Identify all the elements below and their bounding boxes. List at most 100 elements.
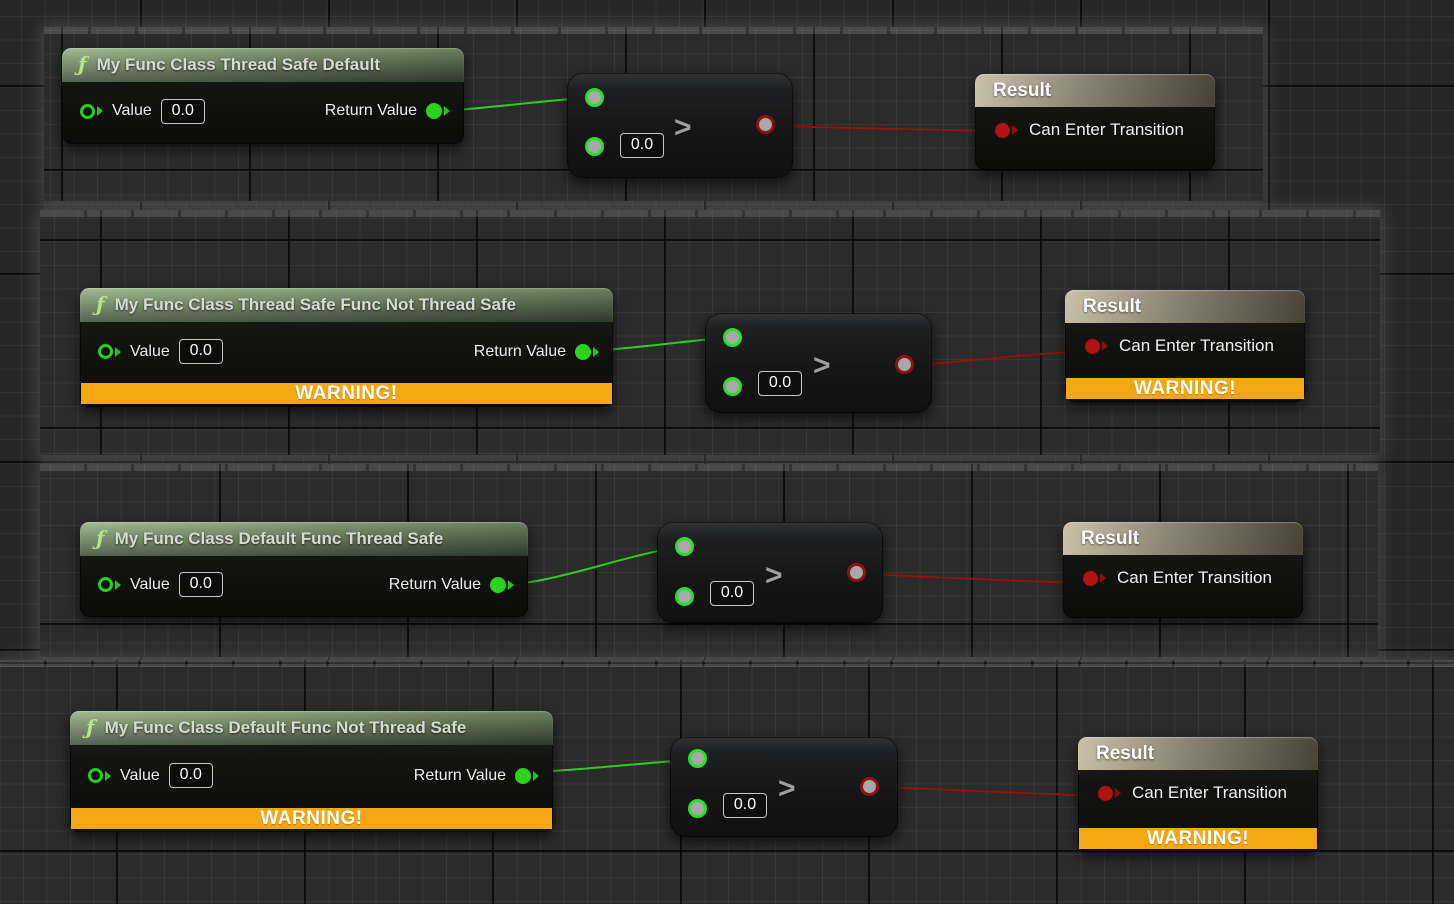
pin-circle-icon [688, 799, 707, 818]
result-node[interactable]: Result Can Enter Transition WARNING! [1065, 290, 1305, 402]
value-default-input[interactable]: 0.0 [178, 572, 223, 597]
pin-arrow-icon [1115, 788, 1121, 798]
greater-than-node[interactable]: 0.0 > [657, 522, 883, 623]
warning-banner: WARNING! [71, 808, 552, 829]
value-default-input[interactable]: 0.0 [178, 339, 223, 364]
wire-compare-to-result[interactable] [776, 125, 995, 132]
pin-circle-icon [756, 115, 775, 134]
can-enter-transition-pin[interactable] [1098, 785, 1121, 801]
pin-circle-icon [675, 587, 694, 606]
value-input-pin[interactable] [98, 577, 121, 592]
pin-arrow-icon [97, 106, 103, 116]
compare-input-pin-b[interactable] [585, 137, 604, 156]
value-input-pin[interactable] [88, 768, 111, 783]
node-title: My Func Class Thread Safe Default [96, 55, 381, 74]
result-title: Result [993, 79, 1052, 101]
pin-arrow-icon [593, 346, 599, 357]
compare-input-pin-a[interactable] [723, 328, 742, 347]
can-enter-transition-label: Can Enter Transition [1117, 568, 1272, 587]
return-value-label: Return Value [473, 342, 566, 360]
wire-compare-to-result[interactable] [867, 573, 1083, 584]
pin-arrow-icon [115, 346, 121, 357]
operand-default-input[interactable]: 0.0 [723, 793, 767, 818]
result-node[interactable]: Result Can Enter Transition [975, 74, 1215, 170]
pin-arrow-icon [1012, 125, 1018, 135]
compare-output-pin[interactable] [756, 115, 775, 134]
result-node-header: Result [1063, 522, 1303, 555]
graph-panel-4[interactable]: ƒ My Func Class Default Func Not Thread … [0, 660, 1454, 904]
result-node[interactable]: Result Can Enter Transition [1063, 522, 1303, 618]
can-enter-transition-label: Can Enter Transition [1029, 120, 1184, 139]
graph-panel-2[interactable]: ƒ My Func Class Thread Safe Func Not Thr… [40, 210, 1380, 455]
compare-input-pin-b[interactable] [675, 587, 694, 606]
compare-input-pin-a[interactable] [585, 88, 604, 107]
function-node[interactable]: ƒ My Func Class Thread Safe Default Valu… [62, 48, 464, 144]
pin-circle-icon [88, 768, 103, 783]
pin-circle-icon [995, 122, 1010, 138]
pin-circle-icon [860, 777, 879, 796]
compare-output-pin[interactable] [860, 777, 879, 796]
can-enter-transition-pin[interactable] [995, 122, 1018, 138]
compare-input-pin-b[interactable] [723, 377, 742, 396]
greater-than-node[interactable]: 0.0 > [670, 737, 898, 837]
node-title: My Func Class Thread Safe Func Not Threa… [114, 295, 517, 314]
can-enter-transition-pin[interactable] [1083, 570, 1106, 586]
value-input-pin[interactable] [80, 103, 103, 119]
greater-than-node[interactable]: 0.0 > [705, 313, 932, 413]
greater-than-operator: > [778, 772, 796, 805]
greater-than-operator: > [765, 559, 783, 592]
pin-circle-icon [585, 88, 604, 107]
warning-banner: WARNING! [1079, 828, 1317, 849]
function-node-header: ƒ My Func Class Thread Safe Default [62, 48, 464, 82]
pin-arrow-icon [1102, 341, 1108, 351]
operand-default-input[interactable]: 0.0 [710, 581, 754, 606]
value-default-input[interactable]: 0.0 [160, 98, 205, 124]
value-default-input[interactable]: 0.0 [168, 763, 213, 788]
result-node[interactable]: Result Can Enter Transition WARNING! [1078, 737, 1318, 852]
pin-circle-icon [1085, 338, 1100, 354]
pin-arrow-icon [115, 579, 121, 590]
compare-input-pin-b[interactable] [688, 799, 707, 818]
result-node-header: Result [975, 74, 1215, 107]
operand-default-input[interactable]: 0.0 [620, 133, 664, 158]
function-icon: ƒ [96, 292, 105, 316]
pin-circle-icon [1098, 785, 1113, 801]
greater-than-operator: > [813, 349, 831, 382]
pin-circle-icon [490, 576, 506, 593]
value-pin-label: Value [112, 102, 152, 119]
pin-circle-icon [426, 103, 442, 119]
pin-circle-icon [515, 767, 531, 784]
greater-than-node[interactable]: 0.0 > [567, 73, 793, 178]
pin-circle-icon [847, 563, 866, 582]
operand-default-input[interactable]: 0.0 [758, 371, 802, 396]
pin-arrow-icon [508, 579, 514, 590]
pin-circle-icon [98, 344, 113, 359]
can-enter-transition-pin[interactable] [1085, 338, 1108, 354]
graph-panel-1[interactable]: ƒ My Func Class Thread Safe Default Valu… [44, 27, 1263, 201]
node-title: My Func Class Default Func Thread Safe [114, 529, 444, 548]
result-title: Result [1081, 527, 1140, 549]
result-node-header: Result [1065, 290, 1305, 323]
return-value-output-pin[interactable] [515, 767, 539, 784]
wire-compare-to-result[interactable] [880, 786, 1100, 797]
function-node[interactable]: ƒ My Func Class Default Func Thread Safe… [80, 522, 528, 617]
value-input-pin[interactable] [98, 344, 121, 359]
value-pin-label: Value [120, 766, 160, 784]
value-pin-label: Value [130, 342, 170, 360]
graph-panel-3[interactable]: ƒ My Func Class Default Func Thread Safe… [40, 464, 1378, 657]
return-value-output-pin[interactable] [426, 103, 450, 119]
function-icon: ƒ [78, 52, 87, 76]
return-value-output-pin[interactable] [575, 343, 599, 360]
return-value-output-pin[interactable] [490, 576, 514, 593]
compare-output-pin[interactable] [895, 355, 914, 374]
return-value-label: Return Value [413, 766, 506, 784]
compare-output-pin[interactable] [847, 563, 866, 582]
compare-input-pin-a[interactable] [688, 749, 707, 768]
pin-circle-icon [675, 537, 694, 556]
result-title: Result [1083, 295, 1142, 317]
function-node[interactable]: ƒ My Func Class Default Func Not Thread … [70, 711, 553, 832]
function-node[interactable]: ƒ My Func Class Thread Safe Func Not Thr… [80, 288, 613, 407]
pin-circle-icon [98, 577, 113, 592]
compare-input-pin-a[interactable] [675, 537, 694, 556]
